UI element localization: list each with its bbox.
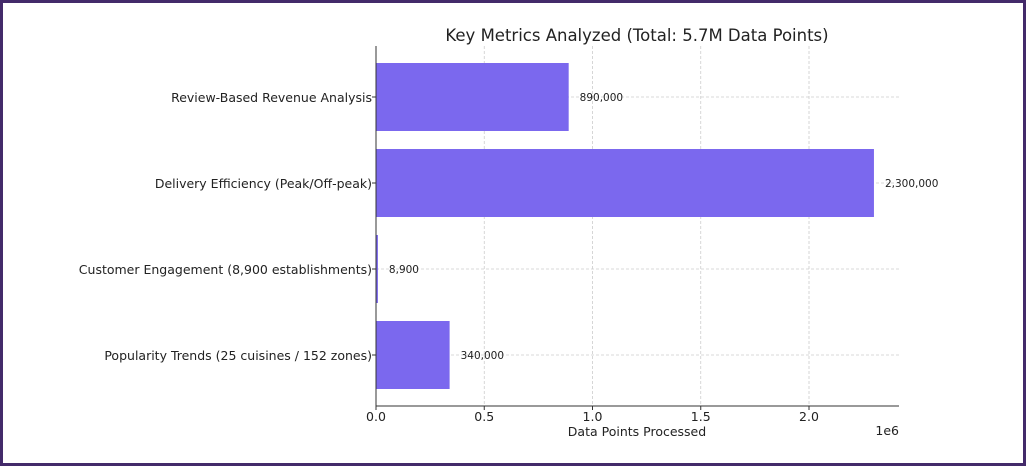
bar [376, 63, 569, 131]
x-tick-label: 0.5 [474, 409, 494, 424]
data-label: 340,000 [461, 350, 504, 362]
y-tick-label: Delivery Efficiency (Peak/Off-peak) [155, 176, 372, 191]
data-label: 2,300,000 [885, 178, 938, 190]
chart-title: Key Metrics Analyzed (Total: 5.7M Data P… [445, 26, 828, 45]
y-tick-labels: Review-Based Revenue Analysis Delivery Ef… [79, 90, 376, 363]
x-offset-label: 1e6 [875, 423, 899, 438]
x-tick-labels: 0.0 0.5 1.0 1.5 2.0 [366, 406, 819, 424]
data-label: 8,900 [389, 264, 419, 276]
x-tick-label: 0.0 [366, 409, 386, 424]
y-tick-label: Customer Engagement (8,900 establishment… [79, 262, 372, 277]
y-tick-label: Popularity Trends (25 cuisines / 152 zon… [104, 348, 372, 363]
data-labels: 890,000 2,300,000 8,900 340,000 [389, 92, 938, 362]
x-tick-label: 2.0 [799, 409, 819, 424]
data-label: 890,000 [580, 92, 623, 104]
bars [376, 63, 874, 389]
x-tick-label: 1.0 [583, 409, 603, 424]
x-tick-label: 1.5 [691, 409, 711, 424]
bar [376, 321, 450, 389]
x-axis-label: Data Points Processed [568, 424, 706, 439]
bar [376, 149, 874, 217]
bar [376, 235, 378, 303]
y-tick-label: Review-Based Revenue Analysis [171, 90, 372, 105]
